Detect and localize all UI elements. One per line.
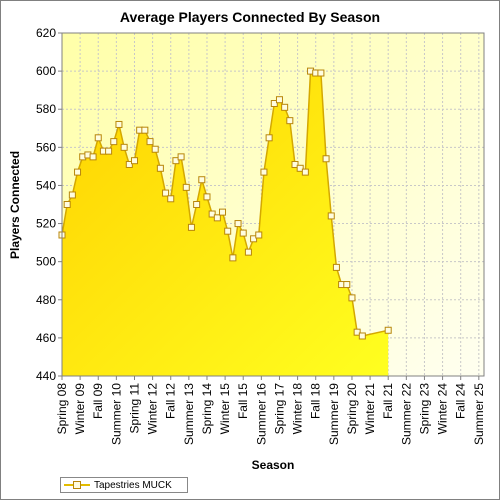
x-tick-label: Summer 16 (254, 383, 268, 445)
chart-title: Average Players Connected By Season (120, 9, 380, 25)
data-point (120, 143, 128, 151)
data-point (291, 160, 299, 168)
y-tick-label: 460 (36, 331, 56, 345)
data-point (296, 164, 304, 172)
x-tick-label: Spring 17 (272, 383, 286, 435)
data-point (130, 157, 138, 165)
y-axis-label: Players Connected (8, 151, 22, 259)
data-point (219, 208, 227, 216)
data-point (384, 326, 392, 334)
x-tick-label: Summer 10 (109, 383, 123, 445)
x-tick-label: Winter 15 (218, 383, 232, 435)
data-point (281, 103, 289, 111)
data-point (193, 201, 201, 208)
data-point (208, 210, 216, 218)
y-tick-label: 620 (36, 26, 56, 40)
data-point (177, 153, 185, 161)
x-tick-label: Summer 13 (182, 383, 196, 445)
data-point (151, 145, 159, 153)
data-point (286, 117, 294, 125)
data-point (162, 189, 170, 197)
data-point (172, 157, 180, 165)
data-point (317, 69, 325, 77)
data-point (167, 195, 175, 203)
data-point (301, 168, 309, 176)
x-axis-label: Season (252, 458, 295, 472)
x-tick-label: Fall 15 (236, 383, 250, 419)
y-tick-label: 600 (36, 64, 56, 78)
axes (61, 32, 485, 377)
y-tick-label: 500 (36, 255, 56, 269)
x-tick-label: Summer 22 (399, 383, 413, 445)
data-point (275, 96, 283, 104)
x-tick-label: Winter 09 (73, 383, 87, 435)
data-point (327, 212, 335, 220)
data-point (141, 126, 149, 134)
y-tick-label: 480 (36, 293, 56, 307)
data-point (353, 328, 361, 336)
data-point (332, 263, 340, 271)
data-point (234, 220, 242, 228)
y-tick-label: 440 (36, 369, 56, 383)
data-point (89, 153, 97, 161)
x-tick-label: Fall 12 (164, 383, 178, 419)
data-point (224, 227, 232, 235)
data-point (94, 134, 102, 142)
x-tick-label: Winter 12 (146, 383, 160, 435)
data-point (260, 168, 268, 176)
data-point (322, 155, 330, 163)
x-tick-label: Fall 09 (91, 383, 105, 419)
data-point (250, 235, 258, 243)
data-point (182, 183, 190, 191)
legend-swatch (64, 478, 90, 492)
data-point (358, 332, 366, 340)
y-tick-labels: 440 460 480 500 520 540 560 580 600 620 (36, 26, 56, 383)
data-point (63, 201, 71, 208)
x-tick-label: Summer 19 (327, 383, 341, 445)
data-point (239, 229, 247, 237)
x-tick-label: Fall 21 (381, 383, 395, 419)
x-tick-label: Spring 11 (127, 383, 141, 434)
y-tick-label: 520 (36, 217, 56, 231)
y-tick-label: 560 (36, 140, 56, 154)
data-point (265, 134, 273, 142)
data-point (229, 254, 237, 262)
data-point (115, 120, 123, 128)
x-tick-labels: Spring 08 Winter 09 Fall 09 Summer 10 Spring… (55, 383, 486, 445)
plot-border (61, 32, 485, 377)
data-point (105, 147, 113, 155)
x-tick-label: Winter 21 (363, 383, 377, 435)
x-tick-label: Spring 08 (55, 383, 69, 435)
x-tick-label: Spring 23 (417, 383, 431, 435)
data-point (213, 214, 221, 222)
x-tick-label: Spring 20 (345, 383, 359, 435)
data-point (187, 223, 195, 231)
legend-label: Tapestries MUCK (94, 479, 172, 491)
data-point (203, 193, 211, 201)
data-point (270, 100, 278, 108)
data-point (68, 191, 76, 199)
data-point (156, 164, 164, 172)
data-point (244, 248, 252, 256)
data-point (125, 160, 133, 168)
y-tick-label: 540 (36, 178, 56, 192)
legend: Tapestries MUCK (60, 477, 188, 493)
data-point (74, 168, 82, 176)
data-point (198, 176, 206, 184)
data-point (343, 281, 351, 289)
data-point (146, 138, 154, 146)
data-point (110, 138, 118, 146)
x-tick-label: Winter 24 (436, 383, 450, 435)
x-tick-label: Summer 25 (472, 383, 486, 445)
data-point (348, 294, 356, 302)
x-tick-label: Spring 14 (200, 383, 214, 435)
x-tick-label: Fall 24 (454, 383, 468, 419)
x-tick-label: Fall 18 (309, 383, 323, 419)
data-point (255, 231, 263, 239)
y-tick-label: 580 (36, 102, 56, 116)
x-tick-label: Winter 18 (291, 383, 305, 435)
